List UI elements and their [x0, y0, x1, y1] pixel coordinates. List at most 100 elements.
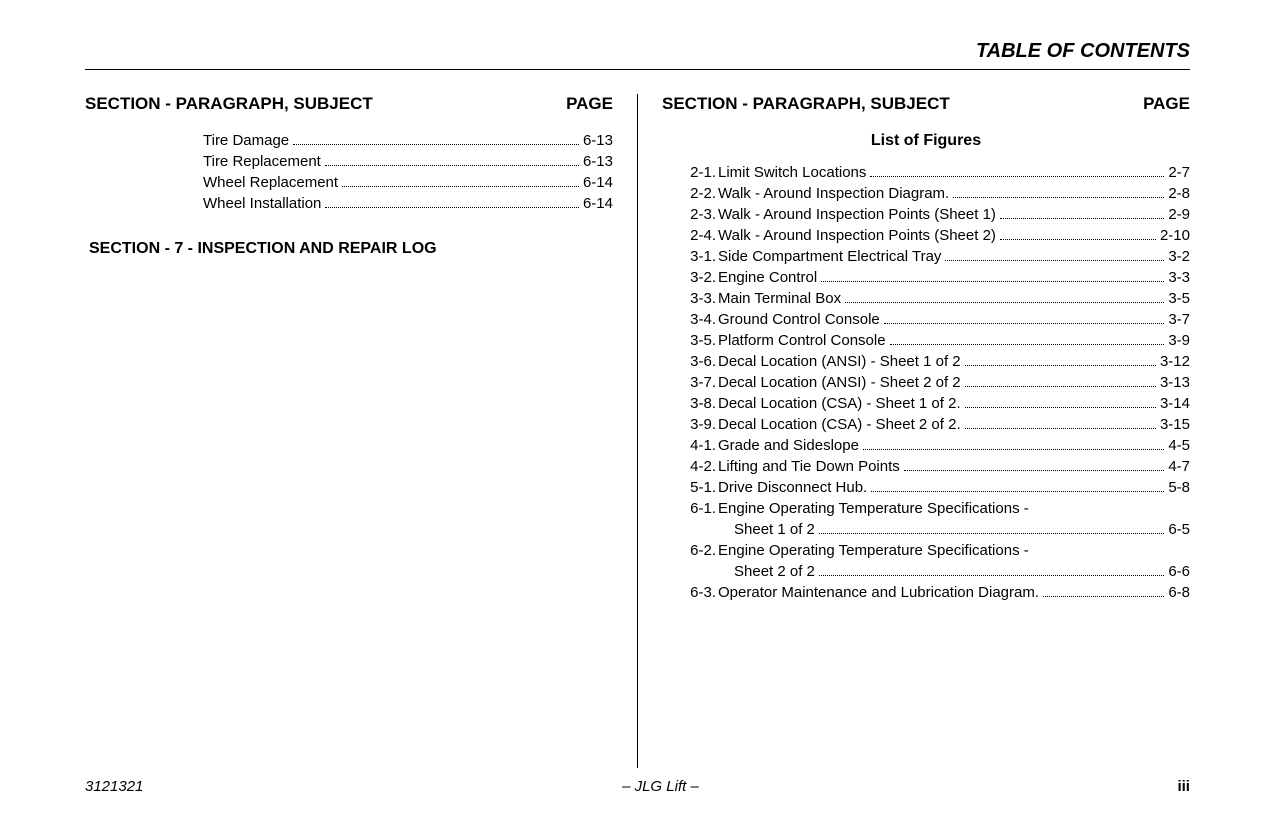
leader-dots	[953, 185, 1164, 198]
figure-ref: 3-5.	[668, 332, 716, 349]
figure-ref: 2-2.	[668, 185, 716, 202]
figure-label: Decal Location (ANSI) - Sheet 1 of 2	[718, 353, 961, 370]
leader-dots	[965, 374, 1156, 387]
figure-page: 6-8	[1168, 584, 1190, 601]
toc-entry-label: Wheel Replacement	[203, 174, 338, 191]
toc-entry-label: Tire Damage	[203, 132, 289, 149]
figure-ref: 3-3.	[668, 290, 716, 307]
figure-page: 2-9	[1168, 206, 1190, 223]
figure-entry: 3-7.Decal Location (ANSI) - Sheet 2 of 2…	[668, 374, 1190, 391]
figure-label: Decal Location (CSA) - Sheet 2 of 2.	[718, 416, 961, 433]
leader-dots	[1000, 206, 1164, 219]
figure-label: Limit Switch Locations	[718, 164, 866, 181]
figure-label: Engine Operating Temperature Specificati…	[718, 542, 1029, 559]
leader-dots	[325, 195, 579, 208]
leader-dots	[819, 521, 1164, 534]
section-7-heading: SECTION - 7 - INSPECTION AND REPAIR LOG	[89, 240, 613, 258]
figure-page: 3-9	[1168, 332, 1190, 349]
figure-entry: 3-1.Side Compartment Electrical Tray 3-2	[668, 248, 1190, 265]
figure-ref: 2-1.	[668, 164, 716, 181]
footer-page-number: iii	[1177, 778, 1190, 795]
footer: 3121321 – JLG Lift – iii	[85, 778, 1190, 795]
leader-dots	[904, 458, 1165, 471]
toc-entry-page: 6-14	[583, 174, 613, 191]
leader-dots	[325, 153, 579, 166]
leader-dots	[945, 248, 1164, 261]
figure-entry: 3-5.Platform Control Console 3-9	[668, 332, 1190, 349]
leader-dots	[863, 437, 1164, 450]
figure-ref: 4-1.	[668, 437, 716, 454]
figure-label: Side Compartment Electrical Tray	[718, 248, 941, 265]
figure-label: Walk - Around Inspection Points (Sheet 1…	[718, 206, 996, 223]
figure-label: Main Terminal Box	[718, 290, 841, 307]
figure-label: Ground Control Console	[718, 311, 880, 328]
figure-page: 5-8	[1168, 479, 1190, 496]
figure-label: Grade and Sideslope	[718, 437, 859, 454]
left-header-subject: SECTION - PARAGRAPH, SUBJECT	[85, 94, 373, 114]
figure-entry: 3-8.Decal Location (CSA) - Sheet 1 of 2.…	[668, 395, 1190, 412]
columns: SECTION - PARAGRAPH, SUBJECT PAGE Tire D…	[85, 94, 1190, 768]
leader-dots	[342, 174, 579, 187]
leader-dots	[293, 132, 579, 145]
figure-page: 3-14	[1160, 395, 1190, 412]
figure-page: 4-7	[1168, 458, 1190, 475]
figure-entry-continuation: Sheet 2 of 26-6	[734, 563, 1190, 580]
running-head: TABLE OF CONTENTS	[85, 40, 1190, 70]
leader-dots	[819, 563, 1164, 576]
toc-sub-entry: Tire Damage6-13	[203, 132, 613, 149]
leader-dots	[965, 353, 1156, 366]
figure-ref: 3-2.	[668, 269, 716, 286]
figure-entry: 4-2.Lifting and Tie Down Points4-7	[668, 458, 1190, 475]
figure-page: 3-13	[1160, 374, 1190, 391]
figure-page: 3-12	[1160, 353, 1190, 370]
figure-entry: 6-3.Operator Maintenance and Lubrication…	[668, 584, 1190, 601]
figure-entry: 3-2.Engine Control 3-3	[668, 269, 1190, 286]
figure-page: 3-15	[1160, 416, 1190, 433]
leader-dots	[821, 269, 1164, 282]
figure-ref: 3-7.	[668, 374, 716, 391]
toc-entry-page: 6-14	[583, 195, 613, 212]
figure-page: 6-5	[1168, 521, 1190, 538]
right-header-subject: SECTION - PARAGRAPH, SUBJECT	[662, 94, 950, 114]
toc-entry-page: 6-13	[583, 153, 613, 170]
right-header-page: PAGE	[1143, 94, 1190, 114]
figure-ref: 4-2.	[668, 458, 716, 475]
figure-page: 3-3	[1168, 269, 1190, 286]
figure-page: 3-7	[1168, 311, 1190, 328]
leader-dots	[870, 164, 1164, 177]
figure-ref: 5-1.	[668, 479, 716, 496]
right-column: SECTION - PARAGRAPH, SUBJECT PAGE List o…	[638, 94, 1190, 768]
toc-sub-entry: Wheel Installation6-14	[203, 195, 613, 212]
figure-entry-continuation: Sheet 1 of 2 6-5	[734, 521, 1190, 538]
figure-label: Operator Maintenance and Lubrication Dia…	[718, 584, 1039, 601]
figure-ref: 6-3.	[668, 584, 716, 601]
footer-center: – JLG Lift –	[622, 778, 699, 795]
leader-dots	[890, 332, 1165, 345]
figure-entry: 6-1.Engine Operating Temperature Specifi…	[668, 500, 1190, 517]
leader-dots	[965, 395, 1156, 408]
leader-dots	[1000, 227, 1156, 240]
figure-ref: 3-4.	[668, 311, 716, 328]
toc-sub-entry: Tire Replacement6-13	[203, 153, 613, 170]
figure-label: Platform Control Console	[718, 332, 886, 349]
leader-dots	[845, 290, 1164, 303]
figure-label: Engine Operating Temperature Specificati…	[718, 500, 1029, 517]
figure-label: Walk - Around Inspection Points (Sheet 2…	[718, 227, 996, 244]
figure-list: 2-1.Limit Switch Locations2-72-2.Walk - …	[668, 164, 1190, 605]
figure-label: Engine Control	[718, 269, 817, 286]
figure-entry: 4-1.Grade and Sideslope4-5	[668, 437, 1190, 454]
figure-ref: 2-4.	[668, 227, 716, 244]
leader-dots	[884, 311, 1165, 324]
figure-ref: 3-1.	[668, 248, 716, 265]
figure-page: 3-2	[1168, 248, 1190, 265]
left-sub-entries: Tire Damage6-13Tire Replacement6-13Wheel…	[203, 132, 613, 216]
figure-page: 2-10	[1160, 227, 1190, 244]
figure-entry: 2-3.Walk - Around Inspection Points (She…	[668, 206, 1190, 223]
figure-page: 6-6	[1168, 563, 1190, 580]
page: TABLE OF CONTENTS SECTION - PARAGRAPH, S…	[0, 0, 1275, 825]
figure-ref: 6-2.	[668, 542, 716, 559]
figure-ref: 2-3.	[668, 206, 716, 223]
left-header-page: PAGE	[566, 94, 613, 114]
figure-continuation-label: Sheet 1 of 2	[734, 521, 815, 538]
figure-entry: 5-1.Drive Disconnect Hub.5-8	[668, 479, 1190, 496]
